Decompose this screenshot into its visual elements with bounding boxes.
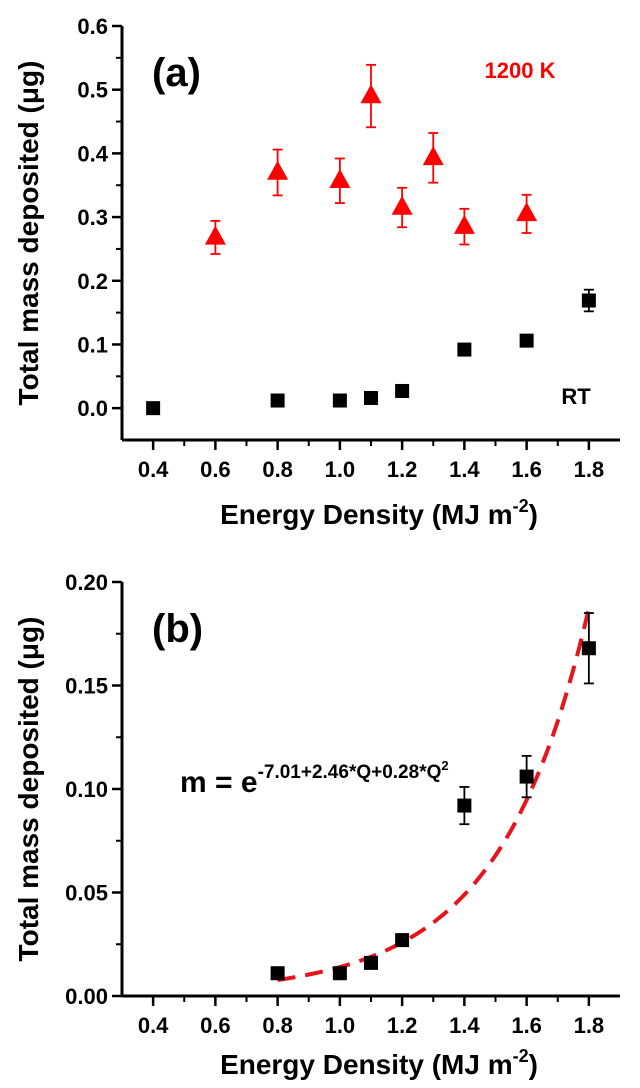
x-tick-label: 1.0 (325, 1013, 356, 1038)
data-point-square (581, 293, 596, 308)
x-tick-label: 1.4 (449, 1013, 480, 1038)
data-point-square (395, 383, 410, 398)
data-point-square (364, 955, 378, 970)
x-tick-label: 0.4 (138, 1013, 169, 1038)
x-tick-label: 0.8 (262, 1013, 293, 1038)
x-tick-label: 1.6 (511, 457, 542, 482)
x-axis-title-end: ) (529, 499, 538, 530)
x-axis-title: Energy Density (MJ m-2) (220, 496, 538, 530)
y-tick-label: 0.05 (65, 881, 108, 906)
data-point-triangle (329, 168, 351, 188)
panel-b: 0.4 0.6 0.8 1.0 1.2 1.4 1.6 1.8 0.00 0.05 0.10 0.15… (13, 570, 620, 1080)
data-point-square (519, 769, 534, 784)
y-tick-label: 0.00 (65, 984, 108, 1009)
data-point-triangle (267, 160, 289, 180)
annotation-1200-k: 1200 K (485, 58, 556, 83)
data-point-square (519, 333, 534, 348)
x-tick-label: 0.8 (262, 457, 293, 482)
series-1200-k (204, 63, 538, 255)
fit-equation-lhs: m = e (180, 766, 258, 799)
y-tick-label: 0.4 (77, 141, 108, 166)
fit-equation-exponent: -7.01+2.46*Q+0.28*Q (258, 762, 442, 783)
data-point-triangle (516, 202, 538, 222)
data-point-square (270, 393, 285, 408)
x-tick-label: 0.4 (138, 457, 169, 482)
x-axis-title-main: Energy Density (MJ m (220, 499, 513, 530)
annotation-rt: RT (561, 384, 591, 409)
data-point-square (581, 641, 596, 656)
y-tick-label: 0.15 (65, 674, 108, 699)
data-point-square (332, 393, 347, 408)
x-tick-label: 0.6 (200, 457, 231, 482)
y-tick-label: 0.1 (77, 332, 108, 357)
x-tick-label: 1.8 (574, 1013, 605, 1038)
panel-label: (b) (152, 607, 203, 651)
fit-curve (277, 607, 591, 982)
data-point-square (146, 401, 161, 416)
y-tick-label: 0.10 (65, 777, 108, 802)
panel-a: 0.4 0.6 0.8 1.0 1.2 1.4 1.6 1.8 0.0 0.1 0.2 0.3 0.4 0… (13, 14, 620, 530)
x-axis-title: Energy Density (MJ m-2) (220, 1046, 538, 1080)
x-axis-title-sup: -2 (513, 1046, 529, 1066)
fit-equation-exp2: 2 (441, 758, 448, 773)
data-point-triangle (360, 84, 382, 104)
series-rt (270, 612, 596, 981)
data-point-square (457, 342, 472, 357)
y-tick-label: 0.6 (77, 14, 108, 39)
x-axis-title-sup: -2 (513, 496, 529, 516)
y-tick-label: 0.3 (77, 205, 108, 230)
data-point-square (364, 390, 378, 405)
series-rt (146, 288, 596, 416)
y-tick-label: 0.2 (77, 269, 108, 294)
x-tick-label: 1.0 (325, 457, 356, 482)
data-point-square (270, 966, 285, 981)
x-tick-label: 1.4 (449, 457, 480, 482)
y-tick-label: 0.20 (65, 570, 108, 595)
x-tick-label: 0.6 (200, 1013, 231, 1038)
data-point-triangle (453, 214, 475, 234)
y-axis-title: Total mass deposited (μg) (13, 617, 44, 962)
data-point-triangle (422, 146, 444, 166)
panel-label: (a) (152, 51, 201, 95)
y-tick-label: 0.0 (77, 396, 108, 421)
x-axis-title-end: ) (529, 1049, 538, 1080)
y-tick-label: 0.5 (77, 78, 108, 103)
x-tick-label: 1.8 (574, 457, 605, 482)
fit-equation: m = e-7.01+2.46*Q+0.28*Q2 (180, 758, 449, 799)
x-axis-title-main: Energy Density (MJ m (220, 1049, 513, 1080)
data-point-square (457, 798, 472, 813)
x-tick-label: 1.2 (387, 1013, 418, 1038)
data-point-triangle (391, 195, 413, 215)
x-tick-label: 1.6 (511, 1013, 542, 1038)
data-point-square (332, 966, 347, 981)
data-point-square (395, 933, 410, 948)
y-axis-title: Total mass deposited (μg) (13, 61, 44, 406)
x-tick-label: 1.2 (387, 457, 418, 482)
data-point-triangle (204, 225, 226, 245)
